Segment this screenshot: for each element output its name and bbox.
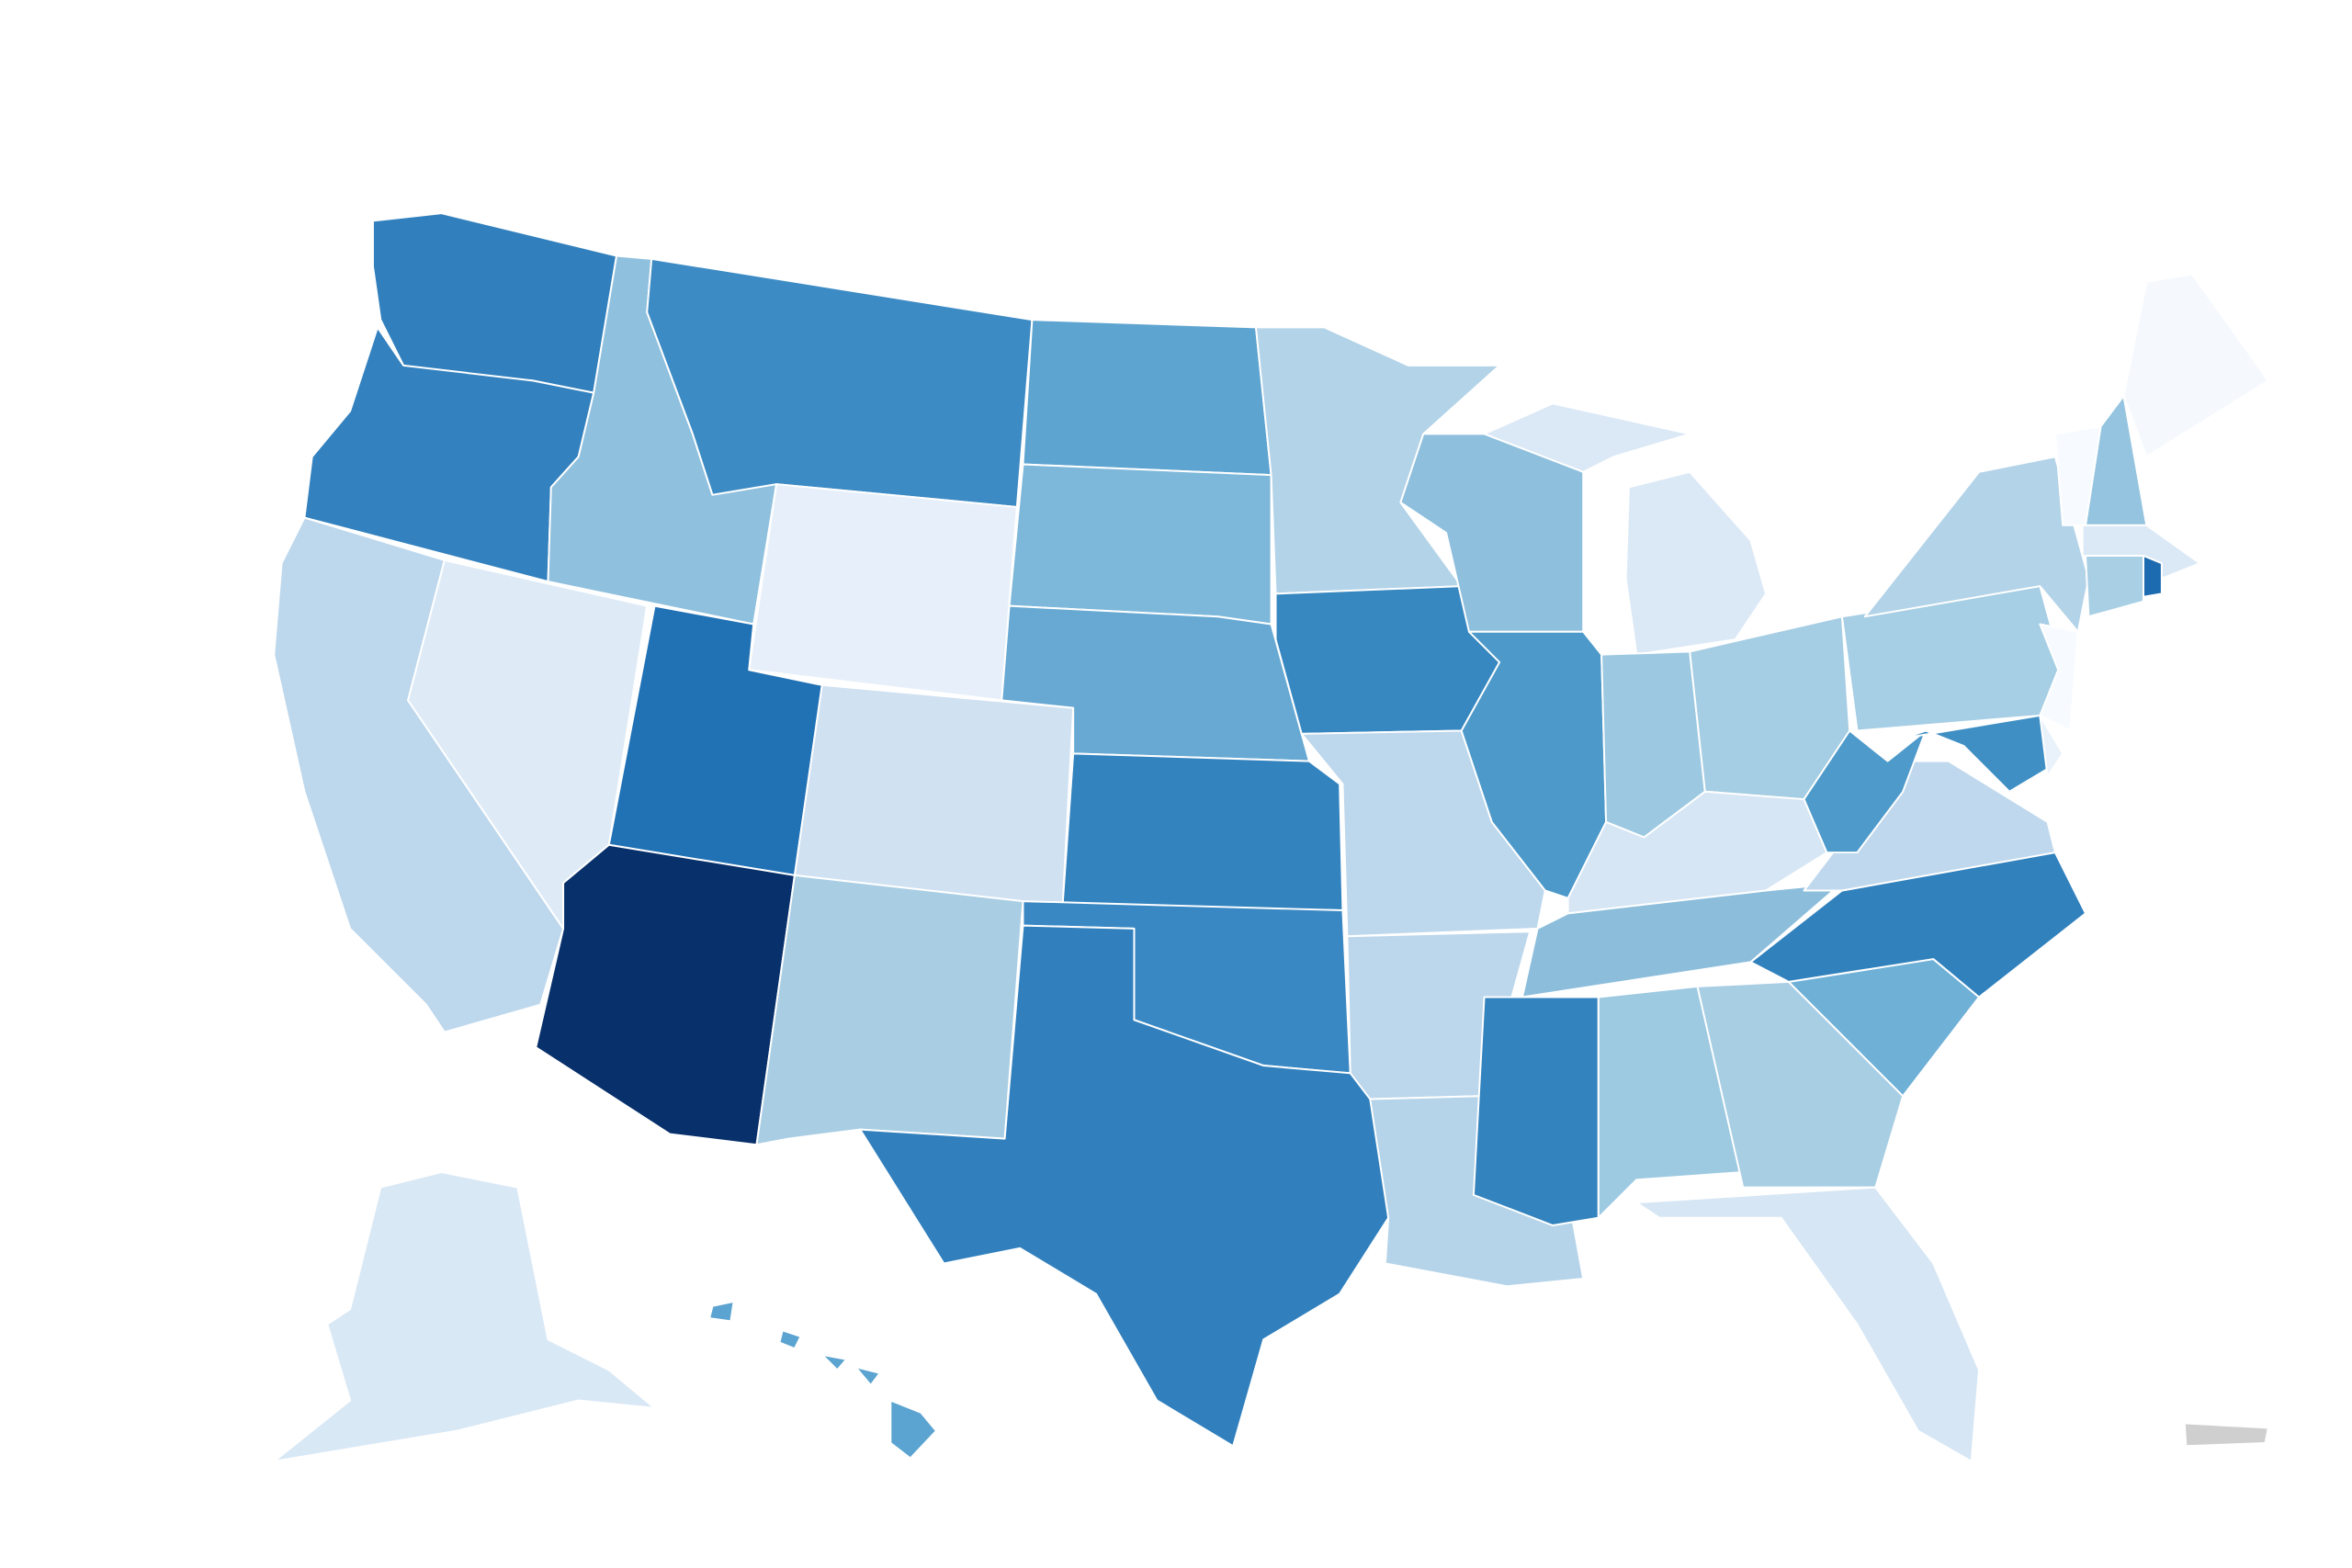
state	[1008, 463, 1272, 626]
state	[708, 1300, 938, 1460]
state	[1472, 996, 1600, 1227]
state	[1635, 1186, 1981, 1462]
state	[1803, 729, 1928, 854]
state	[2039, 714, 2064, 778]
state	[1061, 752, 1344, 912]
state	[2081, 524, 2201, 580]
state	[2143, 554, 2163, 598]
state	[1597, 985, 1745, 1219]
state	[2039, 623, 2079, 732]
state	[2122, 273, 2269, 458]
state	[793, 683, 1075, 908]
state	[1022, 319, 1272, 477]
state	[1483, 402, 1768, 656]
state	[1696, 980, 1905, 1189]
state	[755, 874, 1024, 1146]
state	[273, 1171, 656, 1462]
state	[2085, 554, 2144, 618]
territory	[2183, 1422, 2269, 1448]
state	[859, 924, 1390, 1448]
states	[273, 212, 2269, 1462]
state	[646, 257, 1034, 508]
state	[535, 843, 796, 1146]
state	[748, 483, 1018, 702]
state	[1460, 630, 1608, 899]
